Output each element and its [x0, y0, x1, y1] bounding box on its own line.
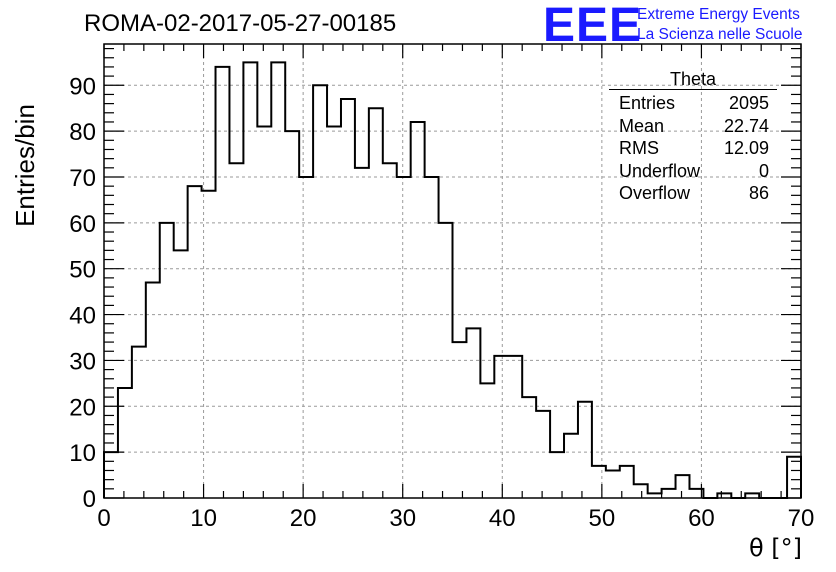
histogram-bin: [327, 127, 341, 498]
stat-label: Underflow: [619, 160, 701, 181]
chart-title: ROMA-02-2017-05-27-00185: [84, 10, 397, 37]
histogram-bin: [229, 163, 243, 498]
histogram-bin: [341, 99, 355, 498]
histogram-bin: [383, 163, 397, 498]
x-tick-labels: 0 10 20 30 40 50 60 70: [97, 505, 814, 532]
y-tick-label: 40: [69, 303, 96, 330]
histogram-bin: [174, 250, 188, 498]
histogram-bin: [578, 402, 592, 498]
x-tick-label: 40: [489, 505, 516, 532]
y-tick-label: 30: [69, 348, 96, 375]
y-tick-label: 0: [83, 486, 96, 513]
histogram-bin: [216, 67, 230, 498]
histogram-bin: [787, 457, 801, 498]
y-tick-labels: 0 10 20 30 40 50 60 70 80 90: [69, 73, 96, 513]
histogram-bin: [397, 177, 411, 498]
histogram-bin: [662, 489, 676, 498]
histogram-bin: [188, 186, 202, 498]
x-tick-label: 0: [97, 505, 110, 532]
histogram-bin: [592, 466, 606, 498]
histogram-bin: [494, 356, 508, 498]
y-axis-label: Entries/bin: [9, 104, 40, 227]
stat-label: RMS: [619, 138, 659, 158]
histogram-bin: [453, 342, 467, 498]
stat-value: 0: [758, 160, 769, 181]
histogram-bin: [132, 347, 146, 498]
y-axis-label-wrapper: Entries/bin: [4, 104, 44, 227]
histogram-bin: [508, 356, 522, 498]
x-tick-label: 50: [589, 505, 616, 532]
stat-label: Entries: [619, 93, 676, 113]
histogram-bin: [104, 452, 118, 498]
histogram-bin: [369, 108, 383, 498]
axis-ticks: [103, 44, 802, 499]
x-tick-label: 30: [389, 505, 416, 532]
stat-value: 86: [748, 183, 769, 203]
y-tick-label: 60: [69, 211, 96, 238]
eee-logo: EEE Extreme Energy Events La Scienza nel…: [543, 0, 833, 52]
stat-row-rms: RMS 12.09: [609, 137, 777, 160]
histogram-bin: [243, 62, 257, 498]
stats-box: Theta Entries 2095 Mean 22.74 RMS 12.09 …: [609, 70, 777, 205]
histogram-bin: [634, 484, 648, 498]
eee-logo-mark: EEE: [543, 0, 643, 52]
histogram-bin: [118, 388, 132, 498]
x-tick-label: 10: [190, 505, 217, 532]
stat-label: Mean: [619, 115, 665, 136]
stat-label: Overflow: [619, 183, 691, 203]
histogram-bin: [425, 177, 439, 498]
stat-value: 22.74: [723, 115, 769, 136]
y-tick-label: 70: [69, 165, 96, 192]
logo-subtitle-line2: La Scienza nelle Scuole: [637, 26, 803, 43]
histogram-bin: [536, 411, 550, 498]
stat-row-overflow: Overflow 86: [609, 182, 777, 205]
histogram-bin: [466, 328, 480, 498]
x-tick-label: 60: [688, 505, 715, 532]
histogram-bin: [676, 475, 690, 498]
histogram-bin: [299, 177, 313, 498]
stat-value: 12.09: [723, 138, 769, 158]
y-tick-label: 90: [69, 73, 96, 100]
stat-row-entries: Entries 2095: [609, 92, 777, 115]
histogram-outline: [103, 61, 802, 499]
histogram-bin: [564, 434, 578, 498]
histogram-bin: [271, 62, 285, 498]
y-tick-label: 10: [69, 440, 96, 467]
histogram-bin: [480, 383, 494, 498]
y-tick-label: 50: [69, 257, 96, 284]
plot-frame: [103, 43, 802, 499]
stat-row-underflow: Underflow 0: [609, 160, 777, 183]
stats-title: Theta: [669, 69, 717, 89]
histogram-bin: [411, 122, 425, 498]
y-tick-label: 20: [69, 394, 96, 421]
stats-divider: [609, 89, 777, 90]
y-tick-label: 80: [69, 119, 96, 146]
stat-row-mean: Mean 22.74: [609, 115, 777, 138]
histogram-bin: [606, 470, 620, 498]
stat-value: 2095: [728, 93, 769, 113]
logo-subtitle-line1: Extreme Energy Events: [637, 6, 800, 23]
histogram-bin: [522, 397, 536, 498]
x-axis-label: θ [°]: [748, 534, 802, 562]
histogram-bin: [257, 127, 271, 498]
histogram-bin: [313, 85, 327, 498]
histogram-bin: [355, 168, 369, 498]
x-tick-label: 20: [290, 505, 317, 532]
x-tick-label: 70: [788, 505, 815, 532]
